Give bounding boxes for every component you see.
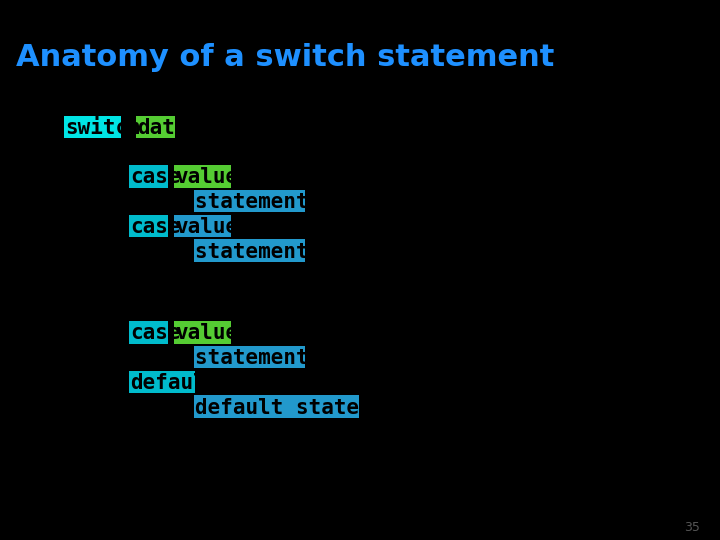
FancyBboxPatch shape [63,116,120,138]
Text: ;: ; [357,397,370,417]
Text: :: : [229,323,242,343]
Text: statements 2: statements 2 [195,242,346,262]
Text: statements n: statements n [195,348,346,368]
Text: :: : [229,217,242,237]
Text: 35: 35 [684,521,700,534]
FancyBboxPatch shape [128,215,168,237]
FancyBboxPatch shape [174,215,230,237]
FancyBboxPatch shape [128,165,168,188]
Text: case: case [130,167,181,187]
Text: data: data [137,118,188,138]
FancyBboxPatch shape [194,346,305,368]
Text: valuen: valuen [175,323,251,343]
FancyBboxPatch shape [174,321,230,343]
Text: …: … [130,286,143,306]
FancyBboxPatch shape [128,321,168,343]
Text: ;: ; [303,348,316,368]
Text: }: } [65,422,78,443]
FancyBboxPatch shape [135,116,175,138]
Text: case: case [130,217,181,237]
Text: Anatomy of a switch statement: Anatomy of a switch statement [16,43,554,72]
FancyBboxPatch shape [174,165,230,188]
Text: (: ( [119,118,144,138]
Text: ): ) [174,118,199,138]
Text: case: case [130,323,181,343]
Text: :: : [229,167,242,187]
Text: ;: ; [303,242,316,262]
Text: {: { [65,143,78,163]
FancyBboxPatch shape [194,239,305,262]
Text: :: : [193,373,206,393]
FancyBboxPatch shape [128,370,194,393]
Text: statements 1: statements 1 [195,192,346,212]
Text: value1: value1 [175,167,251,187]
Text: default statements: default statements [195,397,422,417]
FancyBboxPatch shape [194,395,359,418]
Text: default: default [130,373,218,393]
Text: ;: ; [303,192,316,212]
FancyBboxPatch shape [194,190,305,212]
Text: switch: switch [65,118,140,138]
Text: value2: value2 [175,217,251,237]
